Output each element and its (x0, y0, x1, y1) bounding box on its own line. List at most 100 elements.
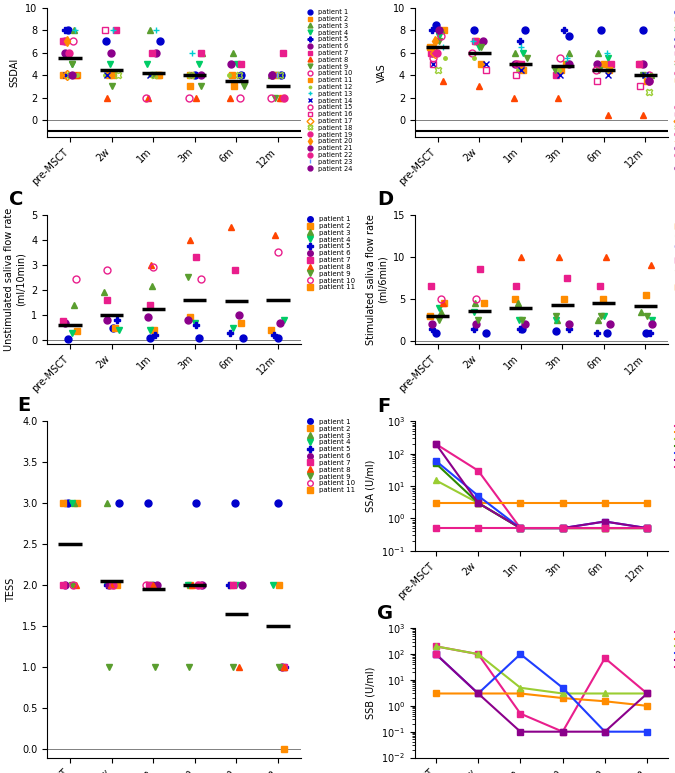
patient 3 (559, 523, 567, 533)
patient 2 (432, 689, 440, 698)
patient 3 (474, 649, 482, 659)
patient 2 (559, 499, 567, 508)
patient 3 (474, 499, 482, 508)
patient 3 (601, 523, 609, 533)
patient 4 (474, 689, 482, 698)
Line: patient 5: patient 5 (433, 651, 651, 735)
patient 1 (643, 523, 651, 533)
Legend: patient 1, patient 2, patient 3, patient 4, patient 5, patient 6, patient 7, pat: patient 1, patient 2, patient 3, patient… (306, 418, 355, 494)
patient 5 (432, 649, 440, 659)
Text: D: D (377, 190, 393, 209)
Text: C: C (9, 190, 24, 209)
patient 5 (474, 689, 482, 698)
patient 3 (432, 475, 440, 485)
patient 2 (516, 689, 524, 698)
patient 4 (643, 523, 651, 533)
patient 4 (601, 523, 609, 533)
patient 5 (516, 523, 524, 533)
patient 4 (474, 499, 482, 508)
patient 2 (474, 499, 482, 508)
patient 6 (432, 439, 440, 448)
patient 1 (432, 642, 440, 651)
patient 1 (432, 439, 440, 448)
patient 1 (643, 689, 651, 698)
Legend: patient 1, patient 2, patient 3, patient 4, patient 5, patient 6: patient 1, patient 2, patient 3, patient… (674, 629, 675, 671)
patient 6 (643, 523, 651, 533)
patient 5 (432, 456, 440, 465)
Y-axis label: SSB (U/ml): SSB (U/ml) (366, 667, 376, 719)
patient 3 (432, 642, 440, 651)
patient 4 (643, 727, 651, 737)
patient 1 (559, 523, 567, 533)
patient 1 (559, 727, 567, 737)
Line: patient 3: patient 3 (433, 477, 651, 532)
Y-axis label: Stimulated saliva flow rate
(ml/6min): Stimulated saliva flow rate (ml/6min) (366, 214, 387, 345)
patient 2 (601, 499, 609, 508)
Line: patient 1: patient 1 (433, 643, 651, 735)
patient 5 (601, 727, 609, 737)
Text: F: F (377, 397, 390, 416)
Line: patient 7: patient 7 (433, 525, 651, 532)
Line: patient 2: patient 2 (433, 690, 651, 710)
patient 7 (559, 523, 567, 533)
patient 5 (516, 727, 524, 737)
Text: B: B (389, 0, 404, 2)
patient 5 (601, 517, 609, 526)
Legend: patient 1, patient 2, patient 3, patient 4, patient 5, patient 6, patient 7, pat: patient 1, patient 2, patient 3, patient… (306, 9, 353, 172)
patient 5 (643, 523, 651, 533)
patient 4 (432, 459, 440, 468)
Text: A: A (22, 0, 37, 2)
patient 7 (643, 523, 651, 533)
Y-axis label: VAS: VAS (377, 63, 387, 82)
patient 4 (432, 649, 440, 659)
Line: patient 4: patient 4 (433, 651, 651, 735)
Text: E: E (17, 396, 30, 414)
Line: patient 6: patient 6 (433, 441, 651, 532)
patient 7 (516, 523, 524, 533)
patient 5 (474, 491, 482, 500)
patient 4 (559, 523, 567, 533)
patient 7 (474, 523, 482, 533)
Y-axis label: Unstimulated saliva flow rate
(ml/10min): Unstimulated saliva flow rate (ml/10min) (4, 208, 26, 351)
patient 2 (516, 499, 524, 508)
patient 6 (516, 523, 524, 533)
Line: patient 1: patient 1 (433, 441, 651, 532)
Line: patient 3: patient 3 (433, 643, 651, 697)
patient 3 (516, 683, 524, 693)
patient 4 (516, 523, 524, 533)
patient 3 (643, 523, 651, 533)
patient 2 (643, 499, 651, 508)
patient 3 (516, 523, 524, 533)
patient 5 (559, 523, 567, 533)
Line: patient 2: patient 2 (433, 499, 651, 506)
Legend: patient 1, patient 2, patient 3, patient 4, patient 5, patient 6, patient 7, pat: patient 1, patient 2, patient 3, patient… (674, 9, 675, 172)
patient 6 (559, 523, 567, 533)
Line: patient 4: patient 4 (433, 460, 651, 532)
patient 7 (601, 523, 609, 533)
patient 7 (432, 523, 440, 533)
patient 2 (474, 689, 482, 698)
patient 2 (559, 693, 567, 703)
Legend: patient 1, patient 2, patient 3, patient 4, patient 5, patient 6, patient 7: patient 1, patient 2, patient 3, patient… (674, 422, 675, 471)
patient 3 (643, 689, 651, 698)
patient 1 (516, 523, 524, 533)
patient 4 (559, 683, 567, 693)
Y-axis label: TESS: TESS (7, 577, 16, 601)
patient 1 (601, 653, 609, 662)
patient 6 (601, 517, 609, 526)
patient 1 (516, 709, 524, 718)
patient 4 (516, 649, 524, 659)
patient 1 (474, 649, 482, 659)
patient 3 (601, 689, 609, 698)
patient 3 (559, 689, 567, 698)
patient 5 (559, 727, 567, 737)
patient 4 (601, 727, 609, 737)
patient 2 (643, 701, 651, 710)
patient 2 (432, 499, 440, 508)
Text: G: G (377, 604, 393, 623)
patient 1 (601, 523, 609, 533)
patient 1 (474, 466, 482, 475)
Legend: patient 1, patient 2, patient 3, patient 4, patient 5, patient 6, patient 7, pat: patient 1, patient 2, patient 3, patient… (674, 216, 675, 291)
Y-axis label: SSA (U/ml): SSA (U/ml) (366, 460, 376, 512)
Line: patient 5: patient 5 (433, 458, 651, 532)
